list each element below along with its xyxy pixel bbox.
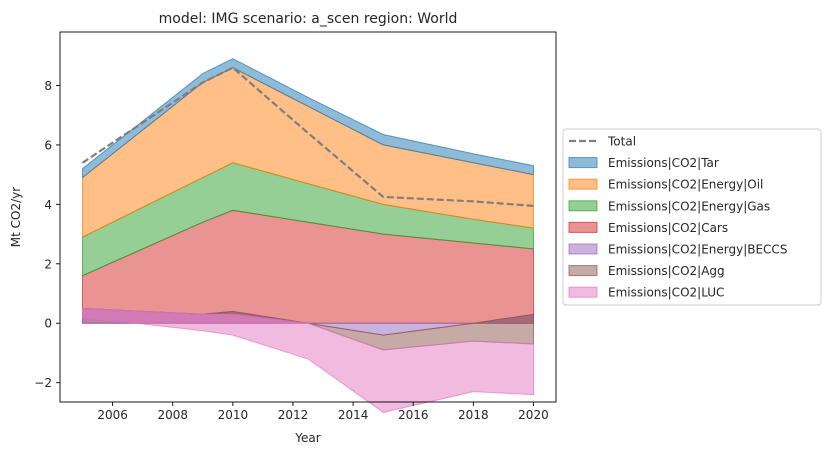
x-tick-label: 2008 bbox=[157, 408, 188, 422]
legend-swatch-emissions-co2-cars bbox=[568, 221, 598, 233]
stacked-areas bbox=[82, 58, 534, 413]
legend-label: Emissions|CO2|Energy|BECCS bbox=[608, 243, 787, 257]
y-tick-label: 6 bbox=[44, 138, 52, 152]
total-line-group bbox=[81, 66, 534, 207]
y-tick-label: 8 bbox=[44, 79, 52, 93]
x-tick-label: 2018 bbox=[458, 408, 489, 422]
legend-swatch-emissions-co2-luc bbox=[568, 286, 598, 298]
x-axis: 2006 2008 2010 2012 2014 2016 2018 2020 bbox=[97, 402, 549, 422]
x-axis-label: Year bbox=[294, 431, 320, 445]
x-tick-label: 2012 bbox=[278, 408, 309, 422]
y-tick-label: 4 bbox=[44, 198, 52, 212]
y-tick-label: −2 bbox=[34, 376, 52, 390]
legend-label: Emissions|CO2|Cars bbox=[608, 221, 728, 235]
chart-title: model: IMG scenario: a_scen region: Worl… bbox=[159, 11, 458, 27]
y-tick-label: 0 bbox=[44, 317, 52, 331]
y-axis-label: Mt CO2/yr bbox=[9, 187, 23, 247]
legend-swatch-emissions-co2-energy-gas bbox=[568, 200, 598, 212]
x-tick-label: 2006 bbox=[97, 408, 128, 422]
legend: Total Emissions|CO2|Tar Emissions|CO2|Ener… bbox=[562, 128, 822, 306]
x-tick-label: 2010 bbox=[218, 408, 249, 422]
y-tick-label: 2 bbox=[44, 257, 52, 271]
legend-label: Emissions|CO2|Energy|Oil bbox=[608, 178, 763, 192]
total-line bbox=[81, 66, 534, 207]
legend-swatch-emissions-co2-energy-oil bbox=[568, 178, 598, 190]
legend-label: Total bbox=[607, 135, 636, 149]
legend-label: Emissions|CO2|Energy|Gas bbox=[608, 199, 770, 213]
legend-swatch-emissions-co2-tar bbox=[568, 157, 598, 169]
x-tick-label: 2014 bbox=[338, 408, 369, 422]
legend-label: Emissions|CO2|LUC bbox=[608, 286, 724, 300]
legend-frame bbox=[562, 128, 822, 306]
y-axis: −2 0 2 4 6 8 bbox=[34, 79, 60, 390]
plot-frame bbox=[59, 31, 557, 403]
legend-label: Emissions|CO2|Agg bbox=[608, 264, 725, 278]
area-emissions-co2-luc bbox=[82, 307, 534, 413]
legend-label: Emissions|CO2|Tar bbox=[608, 156, 719, 170]
x-tick-label: 2016 bbox=[398, 408, 429, 422]
legend-swatch-emissions-co2-energy-beccs bbox=[568, 243, 598, 255]
x-tick-label: 2020 bbox=[518, 408, 549, 422]
legend-swatch-emissions-co2-agg bbox=[568, 265, 598, 277]
